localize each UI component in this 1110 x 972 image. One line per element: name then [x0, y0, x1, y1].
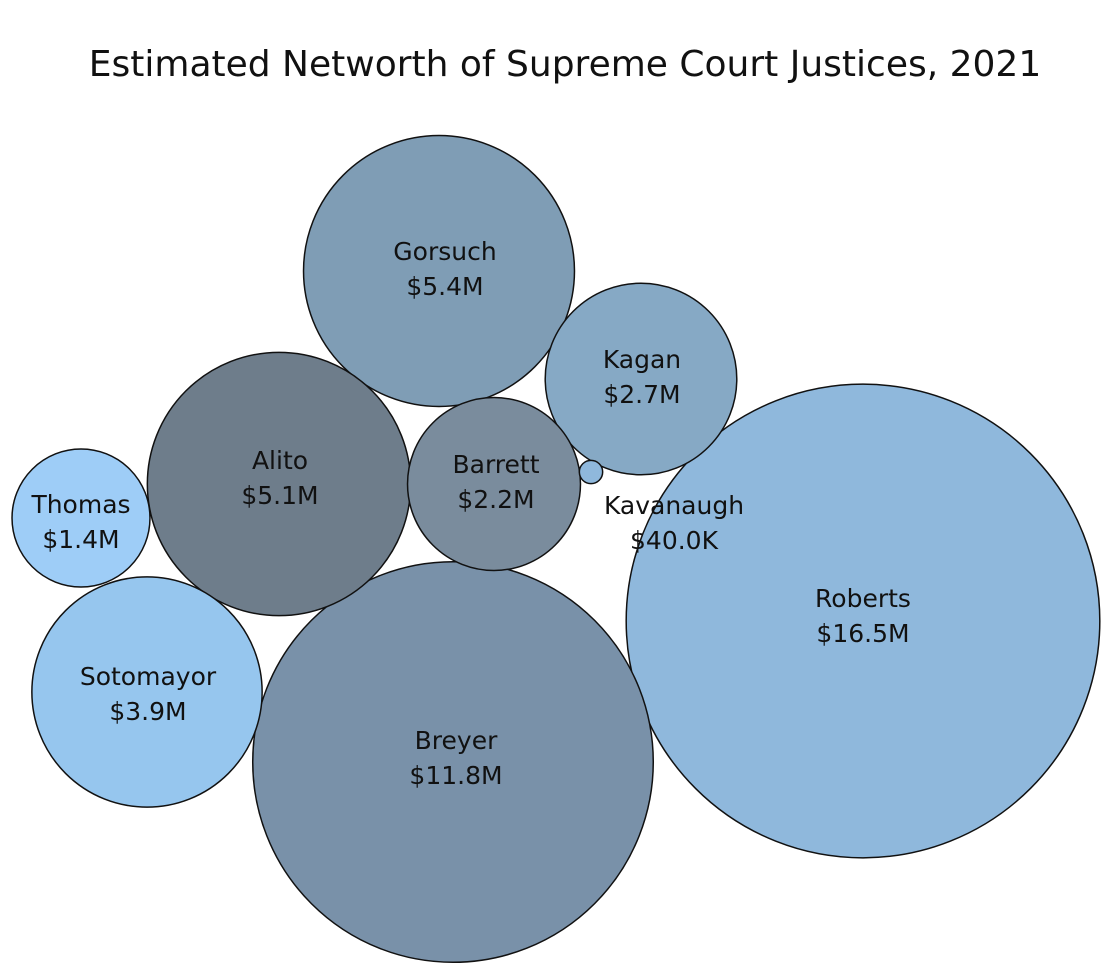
- bubble-circle-breyer: [251, 560, 655, 964]
- bubble-value-alito: $5.1M: [241, 481, 318, 510]
- bubble-circle-sotomayor: [31, 576, 263, 808]
- bubble-breyer: Breyer $11.8M: [251, 560, 655, 964]
- bubble-name-kavanaugh: Kavanaugh: [604, 491, 744, 520]
- bubble-alito: Alito $5.1M: [146, 351, 412, 617]
- bubble-sotomayor: Sotomayor $3.9M: [31, 576, 263, 808]
- bubble-name-thomas: Thomas: [30, 490, 130, 519]
- bubble-roberts: Roberts $16.5M: [625, 383, 1101, 859]
- bubble-name-alito: Alito: [252, 446, 308, 475]
- bubble-value-sotomayor: $3.9M: [109, 697, 186, 726]
- bubble-name-sotomayor: Sotomayor: [80, 662, 217, 691]
- bubble-value-barrett: $2.2M: [457, 485, 534, 514]
- bubble-name-breyer: Breyer: [415, 726, 498, 755]
- bubble-circle-barrett: [406, 396, 582, 572]
- bubble-name-barrett: Barrett: [452, 450, 539, 479]
- bubble-name-roberts: Roberts: [815, 584, 911, 613]
- bubble-value-roberts: $16.5M: [816, 619, 909, 648]
- bubble-name-kagan: Kagan: [603, 345, 681, 374]
- bubble-circle-kavanaugh: [578, 459, 604, 485]
- bubble-value-thomas: $1.4M: [42, 525, 119, 554]
- bubble-gorsuch: Gorsuch $5.4M: [302, 134, 576, 408]
- bubble-circle-roberts: [625, 383, 1101, 859]
- bubble-value-kavanaugh: $40.0K: [630, 526, 719, 555]
- bubble-barrett: Barrett $2.2M: [406, 396, 582, 572]
- bubble-circle-gorsuch: [302, 134, 576, 408]
- chart-title: Estimated Networth of Supreme Court Just…: [88, 44, 1042, 85]
- bubble-value-kagan: $2.7M: [603, 380, 680, 409]
- bubble-kagan: Kagan $2.7M: [544, 282, 738, 476]
- bubble-thomas: Thomas $1.4M: [11, 448, 151, 588]
- bubble-value-gorsuch: $5.4M: [406, 272, 483, 301]
- bubble-kavanaugh: Kavanaugh $40.0K: [578, 459, 744, 555]
- bubble-value-breyer: $11.8M: [409, 761, 502, 790]
- bubble-circle-kagan: [544, 282, 738, 476]
- bubble-name-gorsuch: Gorsuch: [393, 237, 496, 266]
- bubble-circle-thomas: [11, 448, 151, 588]
